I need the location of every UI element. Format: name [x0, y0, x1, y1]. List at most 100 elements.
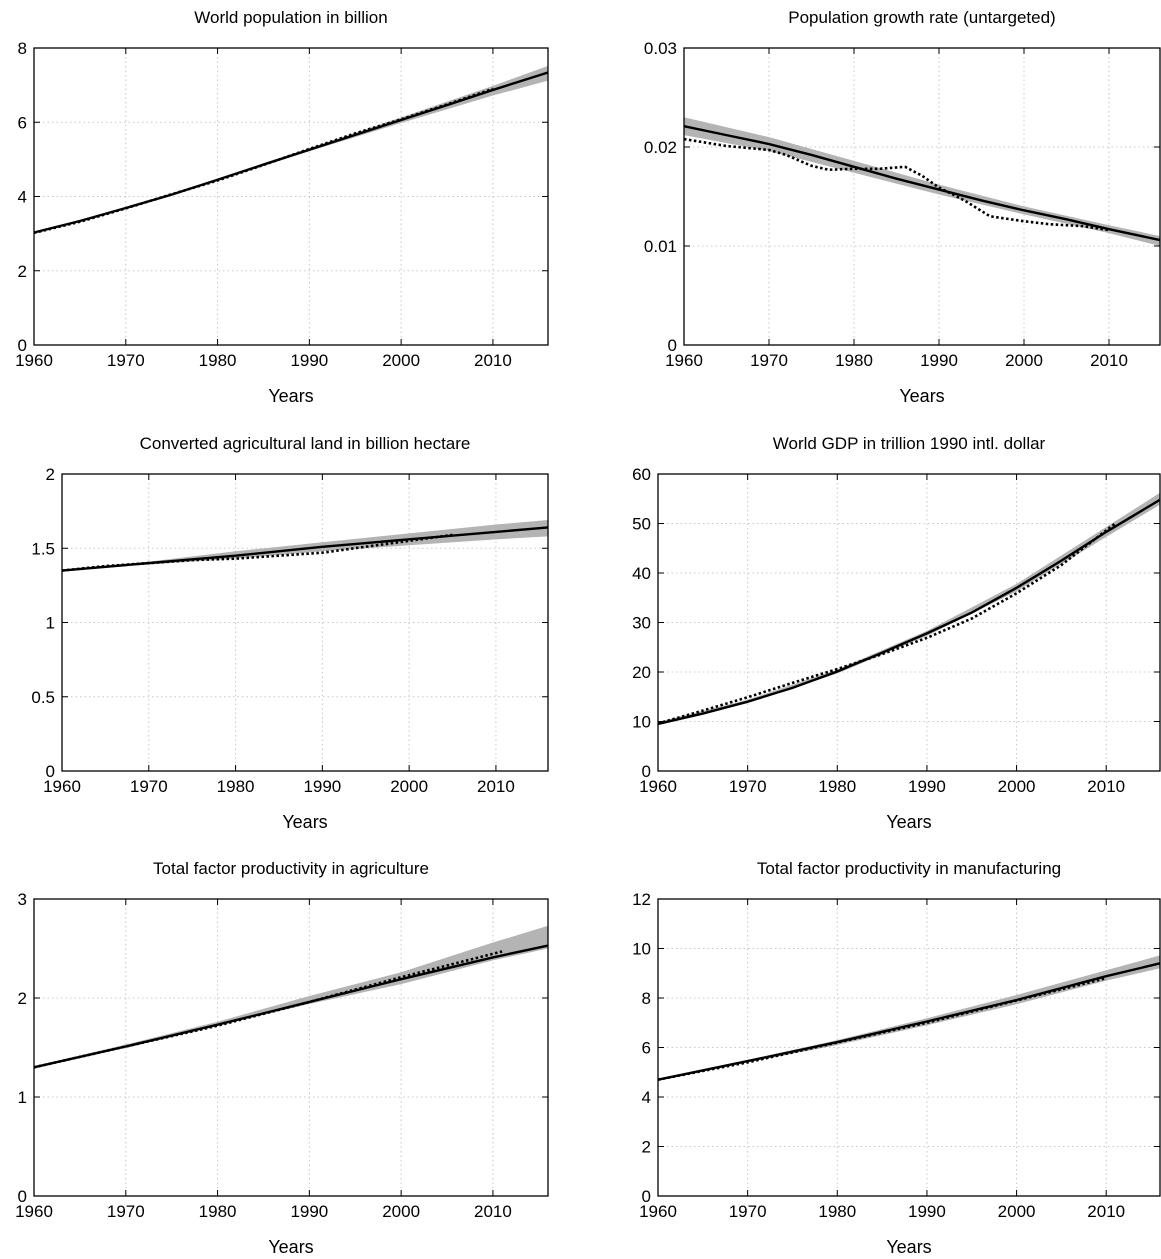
- x-axis-label: Years: [886, 1237, 931, 1257]
- model-line: [657, 962, 1161, 1081]
- x-tick-label: 1960: [15, 1202, 53, 1221]
- x-tick-label: 2010: [477, 777, 515, 796]
- y-tick-label: 2: [18, 262, 27, 281]
- x-tick-label: 1990: [908, 1202, 946, 1221]
- chart-panel-4: 1960 1970 1980 1990 2000 2010 0 10 20 30 40 50 60 Wor…: [632, 434, 1161, 832]
- x-axis-label: Years: [899, 386, 944, 406]
- y-tick-label: 8: [642, 989, 651, 1008]
- y-tick-label: 0.03: [644, 39, 677, 58]
- x-tick-label: 2000: [1005, 351, 1043, 370]
- chart-title: World GDP in trillion 1990 intl. dollar: [773, 434, 1046, 453]
- x-axis-label: Years: [282, 812, 327, 832]
- x-tick-label: 1970: [729, 777, 767, 796]
- y-tick-label: 8: [18, 39, 27, 58]
- y-tick-label: 30: [632, 614, 651, 633]
- observed-data-line: [33, 87, 494, 235]
- y-tick-label: 6: [642, 1039, 651, 1058]
- x-tick-label: 1980: [818, 777, 856, 796]
- x-tick-label: 1970: [107, 351, 145, 370]
- x-tick-label: 2000: [390, 777, 428, 796]
- y-tick-label: 2: [642, 1138, 651, 1157]
- y-tick-label: 0: [18, 336, 27, 355]
- x-axis-label: Years: [268, 1237, 313, 1257]
- x-tick-label: 1990: [908, 777, 946, 796]
- x-tick-label: 1980: [199, 1202, 237, 1221]
- x-tick-label: 2000: [998, 777, 1036, 796]
- plot-frame: [657, 898, 1161, 1197]
- y-tick-label: 60: [632, 465, 651, 484]
- chart-panel-5: 1960 1970 1980 1990 2000 2010 0 1 2 3 Total factor…: [15, 859, 549, 1257]
- y-tick-label: 3: [18, 890, 27, 909]
- y-tick-label: 6: [18, 113, 27, 132]
- chart-title: Total factor productivity in agriculture: [153, 859, 429, 878]
- x-tick-label: 1960: [639, 1202, 677, 1221]
- model-line: [33, 944, 549, 1069]
- y-tick-label: 10: [632, 940, 651, 959]
- chart-title: Total factor productivity in manufacturi…: [757, 859, 1061, 878]
- uncertainty-band: [658, 492, 1160, 725]
- x-tick-label: 1970: [729, 1202, 767, 1221]
- x-tick-label: 2010: [474, 1202, 512, 1221]
- x-tick-label: 1990: [290, 1202, 328, 1221]
- x-tick-label: 2010: [1087, 1202, 1125, 1221]
- uncertainty-band: [34, 925, 548, 1068]
- x-tick-label: 1980: [818, 1202, 856, 1221]
- y-tick-label: 10: [632, 713, 651, 732]
- plot-frame: [657, 473, 1161, 772]
- y-tick-label: 0: [642, 762, 651, 781]
- observed-data-line: [683, 137, 1110, 232]
- x-tick-label: 2010: [474, 351, 512, 370]
- y-tick-label: 4: [642, 1088, 651, 1107]
- x-tick-label: 1960: [665, 351, 703, 370]
- y-tick-label: 50: [632, 515, 651, 534]
- y-tick-label: 1: [46, 614, 55, 633]
- y-tick-label: 20: [632, 663, 651, 682]
- model-line: [683, 125, 1161, 242]
- x-tick-label: 1990: [920, 351, 958, 370]
- chart-panel-1: 1960 1970 1980 1990 2000 2010 0 2 4 6 8 World popul…: [15, 8, 549, 406]
- observed-data-line: [657, 976, 1107, 1081]
- chart-title: Converted agricultural land in billion h…: [140, 434, 471, 453]
- model-line: [33, 71, 549, 234]
- y-tick-label: 0: [642, 1187, 651, 1206]
- x-tick-label: 2000: [382, 1202, 420, 1221]
- x-tick-label: 2010: [1087, 777, 1125, 796]
- observed-data-line: [657, 522, 1116, 725]
- x-tick-label: 1970: [750, 351, 788, 370]
- x-axis-label: Years: [268, 386, 313, 406]
- y-tick-label: 0: [46, 762, 55, 781]
- x-tick-label: 1980: [199, 351, 237, 370]
- chart-panel-3: 1960 1970 1980 1990 2000 2010 0 0.5 1 1.5 2 Convert…: [31, 434, 549, 832]
- y-tick-label: 1: [18, 1088, 27, 1107]
- plot-frame: [33, 898, 549, 1197]
- observed-data-line: [33, 950, 503, 1069]
- x-tick-label: 1960: [15, 351, 53, 370]
- model-line: [657, 498, 1161, 726]
- y-tick-label: 0: [18, 1187, 27, 1206]
- x-tick-label: 2010: [1090, 351, 1128, 370]
- y-tick-label: 2: [46, 465, 55, 484]
- plot-frame: [683, 47, 1161, 346]
- x-tick-label: 1960: [43, 777, 81, 796]
- y-tick-label: 12: [632, 890, 651, 909]
- x-tick-label: 2000: [382, 351, 420, 370]
- chart-title: Population growth rate (untargeted): [788, 8, 1055, 27]
- x-tick-label: 1960: [639, 777, 677, 796]
- y-tick-label: 0.01: [644, 237, 677, 256]
- x-tick-label: 1970: [130, 777, 168, 796]
- uncertainty-band: [684, 117, 1160, 246]
- x-tick-label: 1970: [107, 1202, 145, 1221]
- y-tick-label: 2: [18, 989, 27, 1008]
- y-tick-label: 0.02: [644, 138, 677, 157]
- x-tick-label: 1980: [217, 777, 255, 796]
- y-tick-label: 4: [18, 188, 27, 207]
- y-tick-label: 0: [668, 336, 677, 355]
- x-tick-label: 1980: [835, 351, 873, 370]
- chart-title: World population in billion: [194, 8, 387, 27]
- uncertainty-band: [62, 520, 548, 571]
- x-tick-label: 1990: [290, 351, 328, 370]
- model-line: [61, 526, 549, 572]
- y-tick-label: 1.5: [31, 539, 55, 558]
- chart-panel-2: 1960 1970 1980 1990 2000 2010 0 0.01 0.02 0.03 Pop…: [644, 8, 1161, 406]
